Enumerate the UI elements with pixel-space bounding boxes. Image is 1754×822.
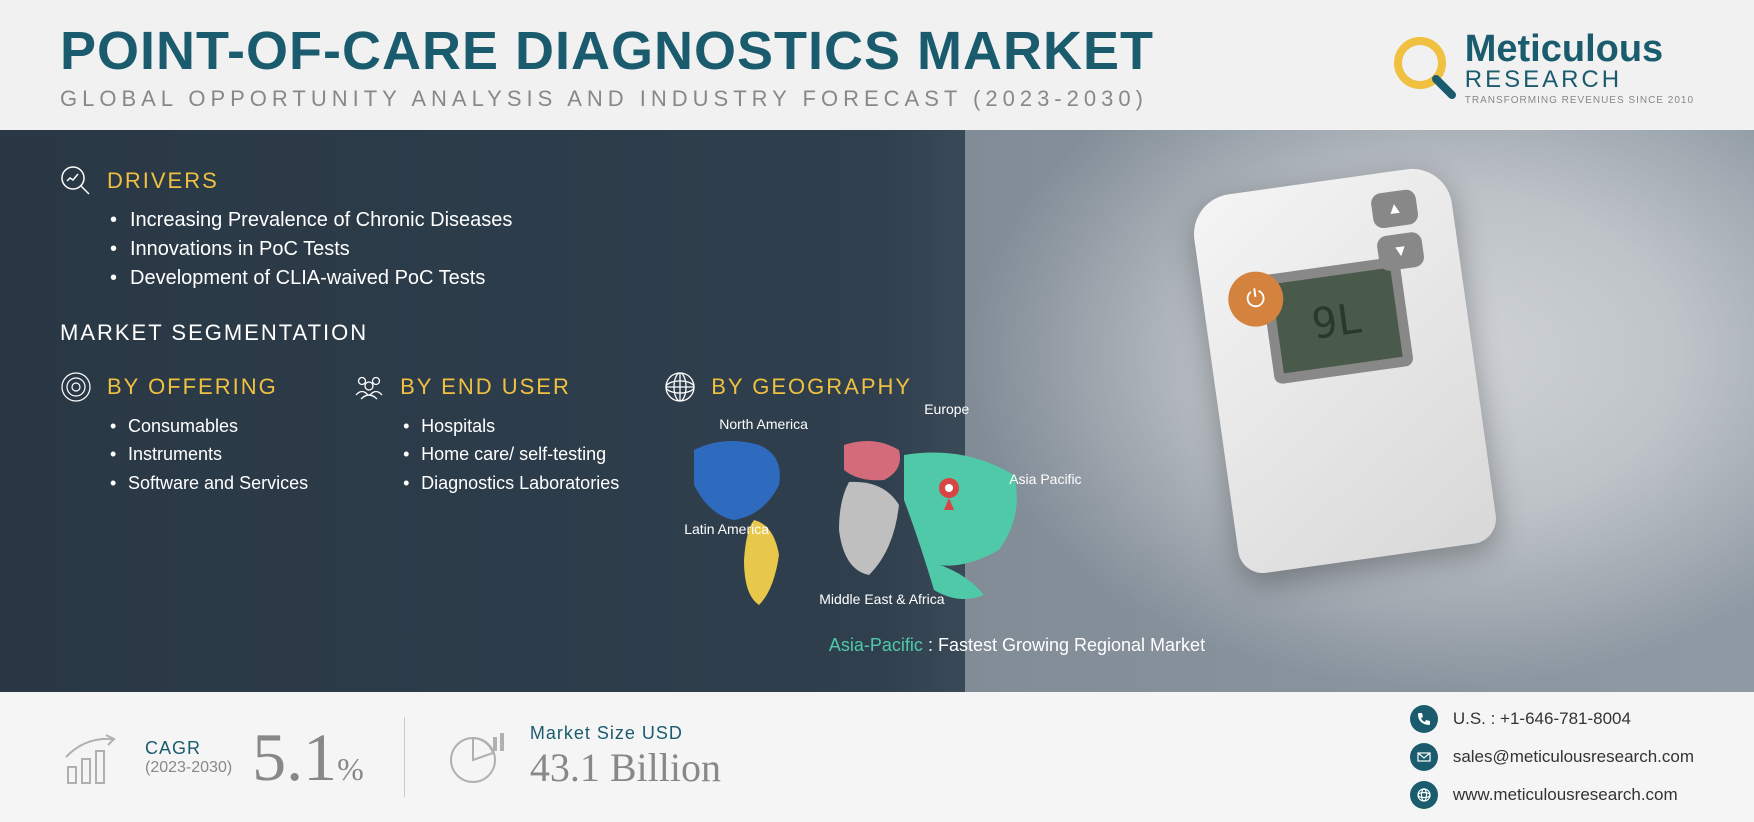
target-icon: [60, 371, 92, 403]
email-icon: [1410, 743, 1438, 771]
offering-header: BY OFFERING: [60, 371, 308, 403]
geography-label: BY GEOGRAPHY: [711, 374, 912, 400]
market-size-label: Market Size USD: [530, 723, 721, 744]
region-na: [694, 441, 780, 520]
search-chart-icon: [60, 165, 92, 197]
logo-text-sub: RESEARCH: [1465, 68, 1694, 92]
header-bar: POINT-OF-CARE DIAGNOSTICS MARKET GLOBAL …: [0, 0, 1754, 130]
brand-logo: Meticulous RESEARCH TRANSFORMING REVENUE…: [1390, 30, 1694, 106]
web-text: www.meticulousresearch.com: [1453, 785, 1678, 805]
up-button-icon: ▲: [1370, 188, 1419, 229]
map-label-mea: Middle East & Africa: [819, 591, 944, 607]
callout-region: Asia-Pacific: [829, 635, 923, 655]
logo-text-block: Meticulous RESEARCH TRANSFORMING REVENUE…: [1465, 30, 1694, 106]
offering-label: BY OFFERING: [107, 374, 278, 400]
world-map: [664, 420, 1044, 620]
device-screen: 9L: [1260, 256, 1414, 384]
logo-text-main: Meticulous: [1465, 30, 1694, 68]
cagr-block: CAGR (2023-2030) 5.1%: [60, 718, 364, 797]
main-title: POINT-OF-CARE DIAGNOSTICS MARKET: [60, 24, 1390, 78]
footer-bar: CAGR (2023-2030) 5.1% Market Size USD 43…: [0, 692, 1754, 822]
list-item: Diagnostics Laboratories: [403, 472, 619, 495]
segment-enduser: BY END USER Hospitals Home care/ self-te…: [353, 371, 619, 625]
drivers-label: DRIVERS: [107, 168, 219, 194]
segment-geography: BY GEOGRAPHY North America Latin America: [664, 371, 1084, 625]
phone-text: U.S. : +1-646-781-8004: [1453, 709, 1631, 729]
region-mea: [839, 482, 899, 575]
cagr-period: (2023-2030): [145, 759, 232, 777]
cagr-value: 5.1: [252, 719, 337, 795]
people-icon: [353, 371, 385, 403]
market-size-value: 43.1 Billion: [530, 744, 721, 791]
magnifier-icon: [1390, 33, 1460, 103]
callout-row: Asia-Pacific : Fastest Growing Regional …: [340, 635, 1694, 656]
cagr-labels: CAGR (2023-2030): [145, 738, 232, 777]
globe-icon: [664, 371, 696, 403]
down-button-icon: ▼: [1376, 231, 1425, 272]
map-label-la: Latin America: [684, 521, 769, 537]
region-ap: [904, 453, 1017, 600]
phone-icon: [1410, 705, 1438, 733]
list-item: Home care/ self-testing: [403, 443, 619, 466]
enduser-items: Hospitals Home care/ self-testing Diagno…: [403, 415, 619, 495]
driver-item: Increasing Prevalence of Chronic Disease…: [110, 209, 1694, 232]
subtitle: GLOBAL OPPORTUNITY ANALYSIS AND INDUSTRY…: [60, 86, 1390, 112]
contact-phone: U.S. : +1-646-781-8004: [1410, 705, 1694, 733]
contact-web: www.meticulousresearch.com: [1410, 781, 1694, 809]
map-label-na: North America: [719, 416, 808, 432]
list-item: Instruments: [110, 443, 308, 466]
map-label-eu: Europe: [924, 401, 969, 417]
email-text: sales@meticulousresearch.com: [1453, 747, 1694, 767]
device-buttons: ▲ ▼: [1370, 188, 1425, 272]
list-item: Software and Services: [110, 472, 308, 495]
cagr-unit: %: [337, 751, 364, 787]
segmentation-grid: BY OFFERING Consumables Instruments Soft…: [60, 371, 1694, 625]
title-block: POINT-OF-CARE DIAGNOSTICS MARKET GLOBAL …: [60, 24, 1390, 112]
cagr-value-wrap: 5.1%: [252, 718, 364, 797]
pie-chart-icon: [445, 725, 510, 790]
growth-chart-icon: [60, 725, 125, 790]
web-icon: [1410, 781, 1438, 809]
divider: [404, 717, 405, 797]
list-item: Hospitals: [403, 415, 619, 438]
logo-tagline: TRANSFORMING REVENUES SINCE 2010: [1465, 96, 1694, 106]
cagr-label: CAGR: [145, 738, 232, 759]
enduser-label: BY END USER: [400, 374, 571, 400]
contacts-block: U.S. : +1-646-781-8004 sales@meticulousr…: [1410, 705, 1694, 809]
market-size-labels: Market Size USD 43.1 Billion: [530, 723, 721, 791]
market-size-block: Market Size USD 43.1 Billion: [445, 723, 721, 791]
contact-email: sales@meticulousresearch.com: [1410, 743, 1694, 771]
hero-section: ▲ ▼ ⏻ 9L DRIVERS Increasing Prevalence o…: [0, 130, 1754, 692]
list-item: Consumables: [110, 415, 308, 438]
infographic-container: POINT-OF-CARE DIAGNOSTICS MARKET GLOBAL …: [0, 0, 1754, 822]
map-label-ap: Asia Pacific: [1009, 471, 1081, 487]
enduser-header: BY END USER: [353, 371, 619, 403]
offering-items: Consumables Instruments Software and Ser…: [110, 415, 308, 495]
segment-offering: BY OFFERING Consumables Instruments Soft…: [60, 371, 308, 625]
geography-header: BY GEOGRAPHY: [664, 371, 1084, 403]
callout-text: : Fastest Growing Regional Market: [928, 635, 1205, 655]
region-eu: [844, 441, 900, 480]
